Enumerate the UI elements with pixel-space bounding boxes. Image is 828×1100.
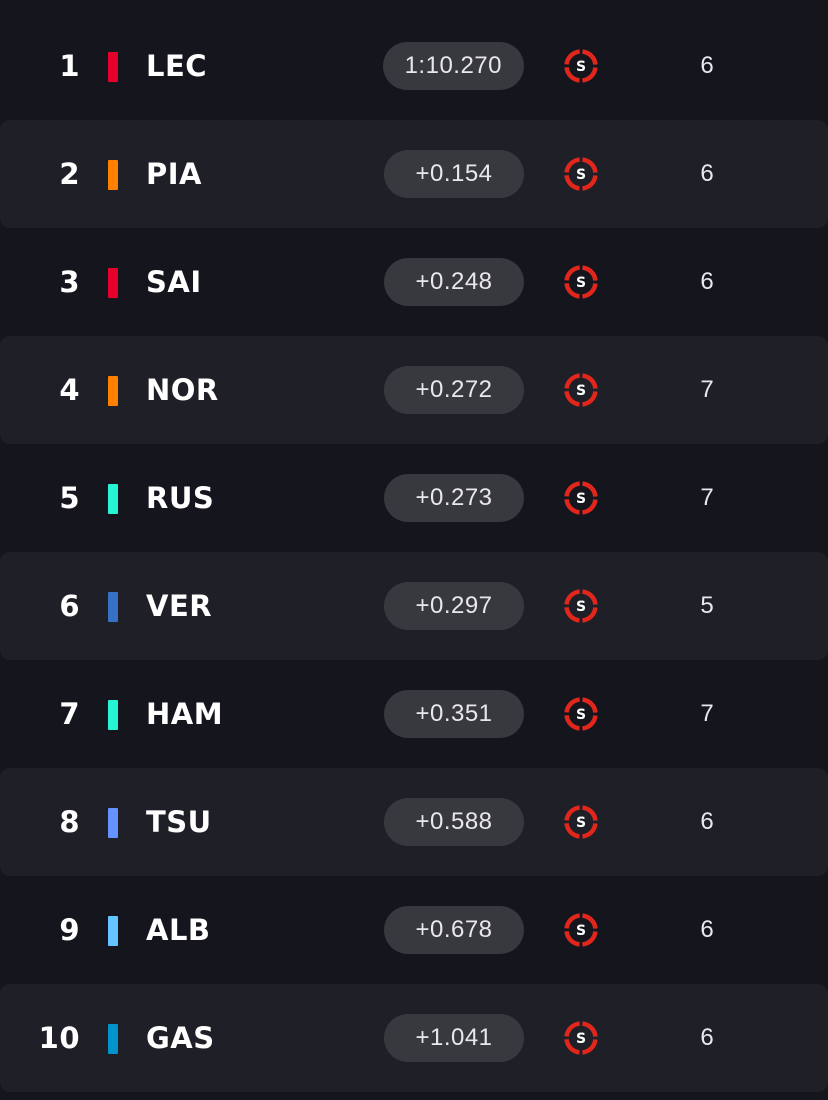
team-color-bar (108, 1024, 118, 1054)
lap-time-badge: +0.273 (384, 474, 524, 522)
driver-row-ver[interactable]: 6 VER +0.297 S 5 (0, 552, 828, 660)
position-number: 3 (59, 265, 80, 299)
soft-tyre-icon: S (564, 913, 598, 947)
tyre-compound-letter: S (576, 599, 586, 615)
lap-time-badge: 1:10.270 (382, 42, 524, 90)
tyre-compound-letter: S (576, 1031, 586, 1047)
soft-tyre-icon: S (564, 805, 598, 839)
laps-count: 6 (700, 808, 714, 835)
lap-time-badge: +0.351 (384, 690, 524, 738)
laps-count: 5 (700, 592, 714, 619)
team-color-bar (108, 592, 118, 622)
laps-count: 6 (700, 1024, 714, 1051)
driver-row-rus[interactable]: 5 RUS +0.273 S 7 (0, 444, 828, 552)
team-color-bar (108, 808, 118, 838)
laps-count: 7 (700, 376, 714, 403)
team-color-bar (108, 484, 118, 514)
soft-tyre-icon: S (564, 481, 598, 515)
lap-time-badge: +0.248 (384, 258, 524, 306)
tyre-compound-letter: S (576, 383, 586, 399)
driver-code: HAM (146, 697, 224, 731)
driver-code: VER (146, 589, 213, 623)
driver-code: ALB (146, 913, 211, 947)
team-color-bar (108, 160, 118, 190)
driver-code: TSU (146, 805, 212, 839)
position-number: 9 (59, 913, 80, 947)
driver-row-nor[interactable]: 4 NOR +0.272 S 7 (0, 336, 828, 444)
lap-time-badge: +0.678 (384, 906, 524, 954)
position-number: 10 (38, 1021, 80, 1055)
lap-time-badge: +0.297 (384, 582, 524, 630)
driver-row-gas[interactable]: 10 GAS +1.041 S 6 (0, 984, 828, 1092)
team-color-bar (108, 916, 118, 946)
team-color-bar (108, 52, 118, 82)
lap-time-badge: +0.588 (384, 798, 524, 846)
driver-row-lec[interactable]: 1 LEC 1:10.270 S 6 (0, 12, 828, 120)
position-number: 2 (59, 157, 80, 191)
driver-row-pia[interactable]: 2 PIA +0.154 S 6 (0, 120, 828, 228)
driver-code: LEC (146, 49, 208, 83)
soft-tyre-icon: S (564, 1021, 598, 1055)
laps-count: 6 (700, 268, 714, 295)
driver-code: NOR (146, 373, 219, 407)
driver-row-alb[interactable]: 9 ALB +0.678 S 6 (0, 876, 828, 984)
tyre-compound-letter: S (576, 59, 586, 75)
position-number: 5 (59, 481, 80, 515)
lap-time-badge: +1.041 (384, 1014, 524, 1062)
laps-count: 7 (700, 700, 714, 727)
lap-time-badge: +0.154 (384, 150, 524, 198)
laps-count: 6 (700, 916, 714, 943)
laps-count: 6 (700, 160, 714, 187)
soft-tyre-icon: S (564, 373, 598, 407)
laps-count: 7 (700, 484, 714, 511)
team-color-bar (108, 700, 118, 730)
tyre-compound-letter: S (576, 167, 586, 183)
laps-count: 6 (700, 52, 714, 79)
team-color-bar (108, 268, 118, 298)
soft-tyre-icon: S (564, 49, 598, 83)
soft-tyre-icon: S (564, 265, 598, 299)
position-number: 4 (59, 373, 80, 407)
timing-board: 1 LEC 1:10.270 S 6 2 PIA +0.154 S 6 3 (0, 12, 828, 1092)
position-number: 1 (59, 49, 80, 83)
soft-tyre-icon: S (564, 157, 598, 191)
driver-code: PIA (146, 157, 202, 191)
team-color-bar (108, 376, 118, 406)
driver-row-ham[interactable]: 7 HAM +0.351 S 7 (0, 660, 828, 768)
position-number: 8 (59, 805, 80, 839)
tyre-compound-letter: S (576, 491, 586, 507)
tyre-compound-letter: S (576, 815, 586, 831)
driver-row-tsu[interactable]: 8 TSU +0.588 S 6 (0, 768, 828, 876)
lap-time-badge: +0.272 (384, 366, 524, 414)
soft-tyre-icon: S (564, 589, 598, 623)
driver-code: RUS (146, 481, 215, 515)
tyre-compound-letter: S (576, 923, 586, 939)
driver-code: GAS (146, 1021, 215, 1055)
driver-code: SAI (146, 265, 202, 299)
position-number: 7 (59, 697, 80, 731)
tyre-compound-letter: S (576, 707, 586, 723)
soft-tyre-icon: S (564, 697, 598, 731)
tyre-compound-letter: S (576, 275, 586, 291)
driver-row-sai[interactable]: 3 SAI +0.248 S 6 (0, 228, 828, 336)
position-number: 6 (59, 589, 80, 623)
